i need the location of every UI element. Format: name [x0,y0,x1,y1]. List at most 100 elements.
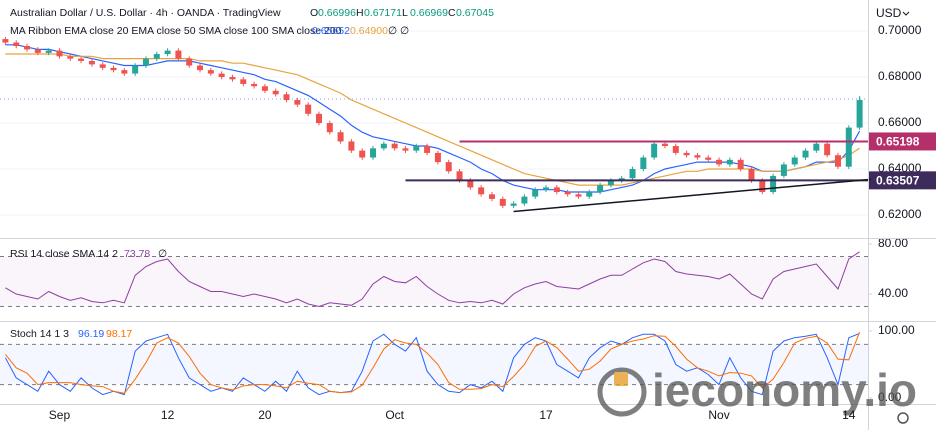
candle-body [229,77,236,80]
candle-body [99,64,106,68]
candle-body [13,42,20,46]
candle-body [218,73,225,78]
level-label-box [869,171,936,190]
candle-body [380,143,387,149]
candle-body [445,162,452,172]
candle-body [272,90,279,95]
candle-body [640,157,647,170]
candle-body [424,146,431,153]
indicator-value: 0.65652 [312,25,350,37]
watermark-text: ieconomy.io [652,364,917,416]
candle-body [672,146,679,153]
candle-body [337,132,344,142]
candle-body [175,50,182,59]
x-tick-label: 14 [842,408,856,422]
candle-body [597,185,604,193]
candle-body [305,104,312,114]
watermark: ieconomy.io [597,364,917,417]
indicator-value: 73.78 [124,248,150,260]
currency-label[interactable]: USD [876,6,902,20]
candle-body [661,143,668,147]
ohlc-value: 0.67171 [364,7,402,19]
indicator-title: Stoch 14 1 3 [10,328,69,340]
ohlc-label: L [402,7,408,19]
x-tick-label: 17 [539,408,553,422]
candle-body [34,49,41,53]
candle-body [824,143,831,156]
candle-body [251,83,258,87]
candle-body [45,50,52,53]
candle-body [726,159,733,165]
x-tick-label: 12 [161,408,175,422]
candle-body [510,203,517,206]
y-tick-label: 0.66000 [878,115,922,129]
candle-body [607,180,614,186]
level-label-box [869,132,936,151]
candle-body [564,192,571,195]
y-tick-label: 40.00 [878,286,908,300]
candle-body [705,157,712,160]
candle-body [78,58,85,61]
x-tick-label: 20 [258,408,272,422]
candle-body [575,194,582,197]
watermark-logo [597,367,647,417]
settings-icon[interactable] [897,412,909,424]
candle-body [683,152,690,156]
candle-body [813,143,820,151]
y-tick-label: 0.68000 [878,69,922,83]
candle-body [737,159,744,170]
candle-body [283,94,290,101]
y-tick-label: 0.62000 [878,207,922,221]
candle-body [348,141,355,151]
level-label: 0.65198 [876,135,920,149]
ohlc-label: C [448,7,456,19]
candle-body [164,50,171,55]
candle-body [478,187,485,195]
candle-body [716,159,723,165]
candle-body [434,152,441,163]
candle-body [88,60,95,65]
candle-body [413,146,420,151]
y-tick-label: 80.00 [878,236,908,250]
candle-body [845,127,852,167]
candle-body [467,180,474,188]
indicator-value: ∅ [400,25,409,37]
candle-body [391,143,398,149]
candle-body [56,50,63,57]
candle-body [543,187,550,190]
candle-body [748,169,755,181]
ohlc-value: 0.66969 [410,7,448,19]
candle-body [532,189,539,197]
candle-body [315,113,322,124]
candle-body [586,192,593,197]
candle-body [153,54,160,59]
candle-body [770,175,777,193]
x-tick-label: Nov [708,408,729,422]
ma-line [5,53,860,186]
stoch-line [4,333,860,396]
candle-body [132,65,139,74]
symbol-title: Australian Dollar / U.S. Dollar · 4h · O… [10,7,281,19]
candle-body [67,56,74,59]
indicator-value: 96.19 [78,328,104,340]
ohlc-value: 0.67045 [456,7,494,19]
currency-dropdown[interactable] [902,11,910,16]
candle-body [110,67,117,71]
candle-body [791,157,798,165]
candle-body [142,58,149,66]
candle-body [553,187,560,193]
candle-body [2,39,9,43]
rsi-line [5,251,860,308]
candle-body [359,150,366,158]
candle-body [24,45,31,50]
candle-body [651,143,658,158]
candle-body [240,79,247,84]
watermark-logo [614,372,628,386]
candle-body [402,148,409,151]
candle-body [456,171,463,181]
candle-body [370,148,377,158]
indicator-value: 98.17 [106,328,132,340]
candle-body [488,194,495,199]
candle-body [294,100,301,105]
candle-body [780,164,787,176]
